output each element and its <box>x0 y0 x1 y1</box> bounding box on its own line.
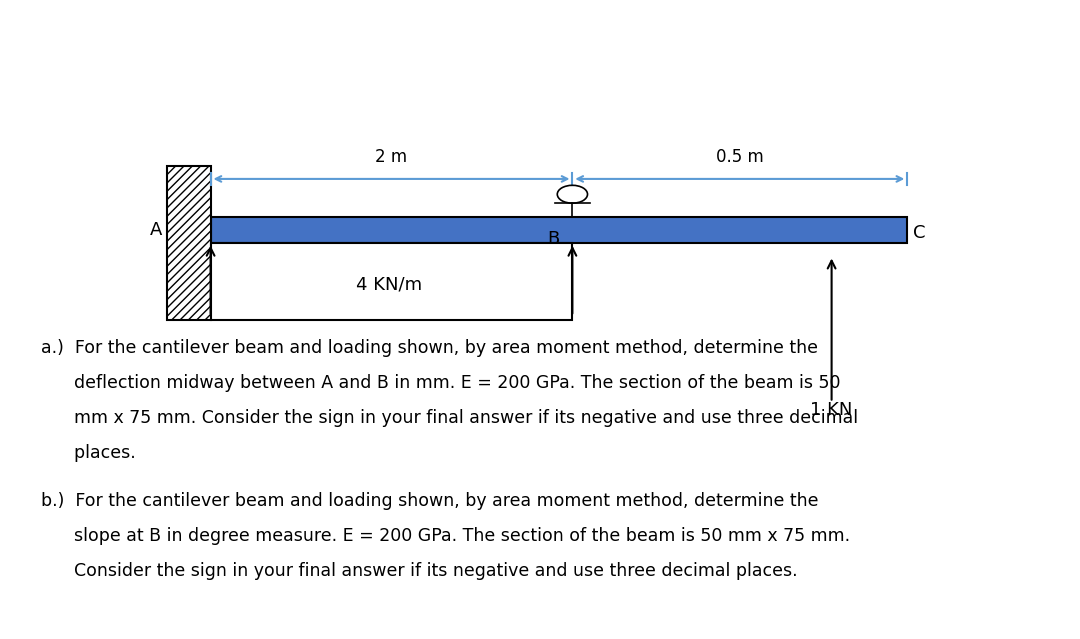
Bar <box>211 243 572 320</box>
Text: 1 KN: 1 KN <box>810 401 853 419</box>
Text: Consider the sign in your final answer if its negative and use three decimal pla: Consider the sign in your final answer i… <box>41 562 798 580</box>
Text: 2 m: 2 m <box>375 148 407 166</box>
Text: a.)  For the cantilever beam and loading shown, by area moment method, determine: a.) For the cantilever beam and loading … <box>41 339 818 357</box>
Text: 0.5 m: 0.5 m <box>716 148 764 166</box>
Bar <box>211 217 907 243</box>
Text: deflection midway between A and B in mm. E = 200 GPa. The section of the beam is: deflection midway between A and B in mm.… <box>41 374 840 392</box>
Text: 4 KN/m: 4 KN/m <box>355 275 422 293</box>
Bar <box>167 166 211 320</box>
Text: mm x 75 mm. Consider the sign in your final answer if its negative and use three: mm x 75 mm. Consider the sign in your fi… <box>41 409 859 427</box>
Text: A: A <box>150 221 162 239</box>
Text: b.)  For the cantilever beam and loading shown, by area moment method, determine: b.) For the cantilever beam and loading … <box>41 492 819 510</box>
Text: B: B <box>548 230 559 248</box>
Text: C: C <box>913 224 926 242</box>
Text: places.: places. <box>41 444 136 462</box>
Text: slope at B in degree measure. E = 200 GPa. The section of the beam is 50 mm x 75: slope at B in degree measure. E = 200 GP… <box>41 527 850 545</box>
